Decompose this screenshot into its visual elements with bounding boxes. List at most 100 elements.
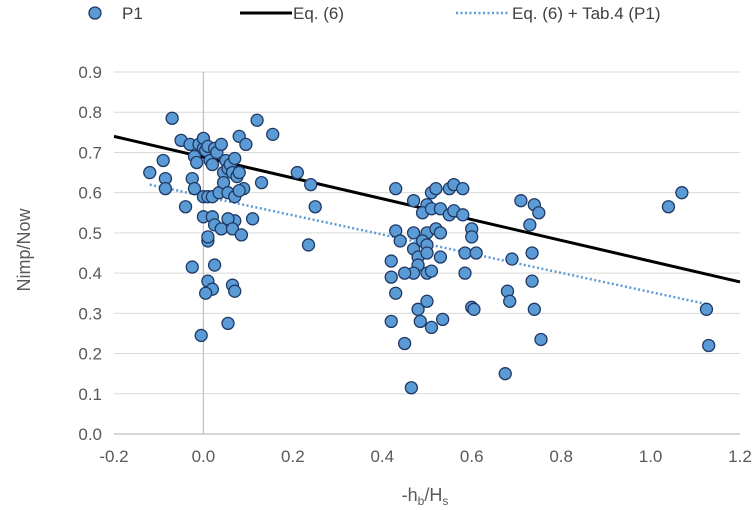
data-point xyxy=(527,302,541,316)
data-point xyxy=(420,294,434,308)
data-point xyxy=(433,250,448,264)
x-tick-labels: -0.2 0.0 0.2 0.4 0.6 0.8 1.0 1.2 xyxy=(99,447,751,466)
y-tick-label: 0.4 xyxy=(78,264,102,283)
data-point xyxy=(435,312,450,327)
data-point xyxy=(232,165,246,180)
data-point xyxy=(397,336,412,351)
data-point xyxy=(185,260,199,274)
data-point xyxy=(187,181,202,196)
x-tick-label: 0.6 xyxy=(460,447,484,466)
data-point xyxy=(221,316,235,331)
data-point xyxy=(301,238,316,252)
data-point xyxy=(413,314,427,329)
data-points xyxy=(143,111,716,395)
y-axis-title: Nimp/Now xyxy=(14,207,34,291)
data-point xyxy=(456,208,470,222)
data-point xyxy=(702,338,716,353)
data-point xyxy=(458,266,472,280)
data-point xyxy=(429,181,443,196)
data-point xyxy=(207,258,222,272)
data-point xyxy=(165,111,179,125)
x-axis-title: -hb/Hs xyxy=(402,485,449,508)
data-point xyxy=(194,328,208,343)
data-point xyxy=(465,230,479,244)
y-tick-label: 0.8 xyxy=(78,103,102,122)
data-point xyxy=(404,381,419,395)
x-tick-label: 1.2 xyxy=(728,447,752,466)
x-tick-label: 0.4 xyxy=(370,447,394,466)
data-point xyxy=(290,165,304,180)
data-point xyxy=(156,153,170,168)
data-point xyxy=(525,274,539,288)
data-point xyxy=(532,206,546,220)
y-tick-label: 0.6 xyxy=(78,184,102,203)
data-point xyxy=(467,302,481,316)
data-point xyxy=(232,184,246,198)
eq6-tab4-line xyxy=(149,183,709,306)
y-tick-labels: 0.0 0.1 0.2 0.3 0.4 0.5 0.6 0.7 0.8 0.9 xyxy=(78,63,102,444)
data-point xyxy=(225,222,240,236)
data-point xyxy=(201,230,215,244)
data-point xyxy=(503,294,517,308)
data-point xyxy=(266,127,280,141)
y-tick-label: 0.3 xyxy=(78,304,102,323)
data-point xyxy=(498,367,512,381)
data-point xyxy=(389,181,403,196)
x-tick-label: -0.2 xyxy=(99,447,128,466)
data-point xyxy=(250,113,264,127)
data-point xyxy=(469,246,483,260)
data-point xyxy=(234,228,249,242)
data-point xyxy=(661,200,676,214)
y-tick-label: 0.7 xyxy=(78,143,102,162)
x-axis-title-sub-b: b xyxy=(418,494,425,508)
data-point xyxy=(245,212,260,226)
data-point xyxy=(190,155,204,170)
data-point xyxy=(505,252,519,266)
data-point xyxy=(178,200,193,214)
y-tick-label: 0.9 xyxy=(78,63,102,82)
data-point xyxy=(397,266,412,280)
legend: P1 Eq. (6) Eq. (6) + Tab.4 (P1) xyxy=(88,4,661,23)
y-tick-label: 0.1 xyxy=(78,385,102,404)
data-point xyxy=(458,246,472,260)
x-axis-title-sub-s: s xyxy=(442,494,448,508)
data-point xyxy=(523,218,537,232)
data-point xyxy=(214,137,228,152)
data-point xyxy=(308,200,322,214)
data-point xyxy=(239,137,253,152)
data-point xyxy=(384,314,398,329)
data-point xyxy=(433,226,448,240)
data-point xyxy=(199,286,213,300)
x-axis-title-main: -h xyxy=(402,485,418,505)
x-tick-label: 0.8 xyxy=(549,447,573,466)
x-tick-label: 0.0 xyxy=(192,447,216,466)
legend-label-p1: P1 xyxy=(122,4,143,23)
y-tick-label: 0.2 xyxy=(78,345,102,364)
data-point xyxy=(143,165,157,180)
data-point xyxy=(424,320,439,335)
data-point xyxy=(389,286,403,300)
data-point xyxy=(158,181,173,196)
legend-marker-p1 xyxy=(88,6,102,20)
y-tick-label: 0.0 xyxy=(78,425,102,444)
data-point xyxy=(675,186,689,200)
data-point xyxy=(228,151,242,166)
data-point xyxy=(406,226,421,240)
data-point xyxy=(384,270,398,284)
data-point xyxy=(228,284,242,298)
data-point xyxy=(534,332,548,347)
data-point xyxy=(433,202,448,216)
y-tick-label: 0.5 xyxy=(78,224,102,243)
data-point xyxy=(420,246,434,260)
data-point xyxy=(525,246,539,260)
data-point xyxy=(254,175,269,190)
data-point xyxy=(456,181,470,196)
data-point xyxy=(514,194,528,208)
legend-label-eq6: Eq. (6) xyxy=(293,4,344,23)
data-point xyxy=(406,194,421,208)
x-axis-title-mid: /H xyxy=(424,485,442,505)
x-tick-label: 0.2 xyxy=(281,447,305,466)
data-point xyxy=(384,254,398,268)
data-point xyxy=(699,302,714,316)
